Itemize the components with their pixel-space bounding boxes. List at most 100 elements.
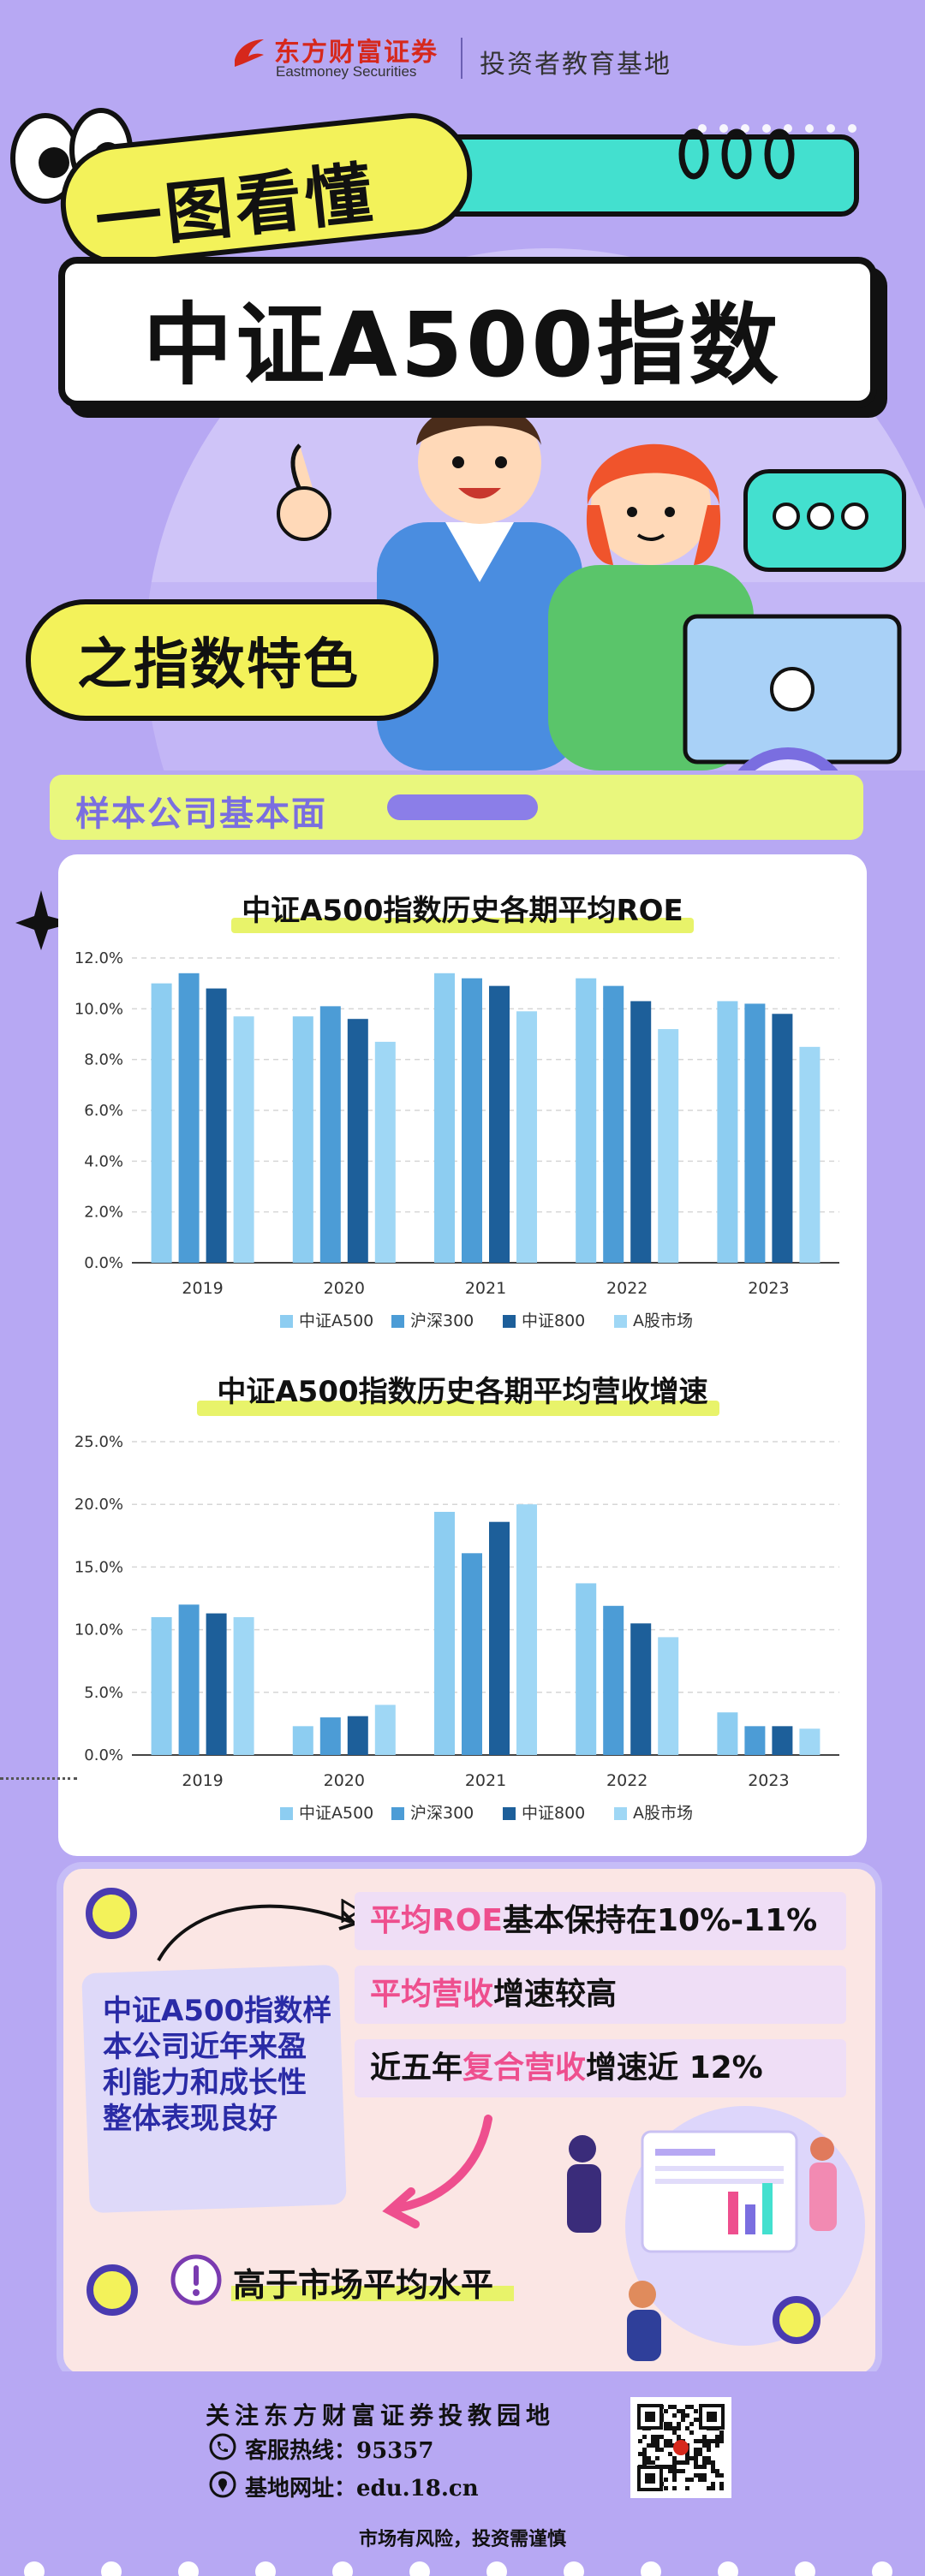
summary-point-roe-highlight: 平均ROE: [370, 1903, 503, 1938]
bar: [658, 1029, 679, 1263]
bar: [516, 1011, 537, 1263]
bar: [516, 1504, 537, 1755]
alert-icon: [170, 2254, 222, 2305]
location-icon: [209, 2471, 236, 2498]
brand-divider: [461, 38, 462, 79]
dashboard-team-illustration: [567, 2106, 865, 2361]
x-tick-label: 2019: [182, 1279, 223, 1298]
x-tick-label: 2019: [182, 1771, 223, 1790]
bar: [489, 985, 510, 1263]
summary-point-cagr-highlight: 复合营收: [462, 2050, 587, 2085]
legend-swatch: [391, 1315, 404, 1328]
x-tick-label: 2022: [606, 1771, 648, 1790]
bar: [374, 1704, 396, 1755]
hero-title: 中证A500指数: [143, 293, 782, 397]
laptop-illustration: [683, 614, 902, 764]
bar: [630, 1001, 652, 1263]
bar: [576, 978, 597, 1263]
legend-swatch: [503, 1315, 516, 1328]
footer-hotline: 客服热线：95357: [245, 2438, 434, 2464]
bar: [717, 1001, 738, 1263]
bar: [576, 1583, 597, 1755]
bar: [799, 1046, 821, 1263]
feature-bubble: [26, 599, 439, 721]
bar: [603, 1605, 624, 1755]
footer: [0, 2371, 925, 2576]
summary-point-roe: 平均ROE基本保持在10%-11%: [355, 1892, 846, 1950]
bar: [658, 1637, 679, 1755]
legend-swatch: [614, 1807, 627, 1820]
hero-title-box: [58, 257, 877, 408]
bar: [151, 1616, 172, 1755]
bar: [178, 973, 200, 1263]
footer-website: 基地网址：edu.18.cn: [245, 2476, 479, 2502]
bar: [347, 1019, 368, 1263]
arrow-icon: [157, 1904, 358, 1961]
x-tick-label: 2021: [465, 1279, 506, 1298]
legend-swatch: [614, 1315, 627, 1328]
y-tick-label: 20.0%: [75, 1496, 123, 1514]
conclusion-highlight: [231, 2286, 514, 2301]
summary-point-cagr-pre: 近五年: [370, 2050, 463, 2085]
y-tick-label: 0.0%: [84, 1746, 123, 1764]
y-tick-label: 2.0%: [84, 1204, 123, 1222]
bar: [347, 1716, 368, 1755]
play-arrow-icon: [341, 1899, 361, 1923]
bar: [462, 1553, 482, 1755]
y-tick-label: 10.0%: [75, 1000, 123, 1018]
roe-bar-chart: 0.0% 2.0% 4.0% 6.0% 8.0% 10.0% 12.0% 2019 2020 20…: [75, 949, 839, 1330]
bar: [772, 1726, 793, 1755]
x-tick-label: 2021: [465, 1771, 506, 1790]
conclusion-text: 高于市场平均水平: [233, 2266, 494, 2304]
bar: [319, 1717, 341, 1755]
bar: [319, 1006, 341, 1263]
brand-name-en: Eastmoney Securities: [276, 63, 417, 80]
phone-icon: [209, 2433, 236, 2460]
revenue-growth-bar-chart: 0.0% 5.0% 10.0% 15.0% 20.0% 25.0% 2019 2020 2021…: [75, 1433, 839, 1823]
legend-label: A股市场: [633, 1312, 693, 1330]
y-tick-label: 5.0%: [84, 1684, 123, 1702]
brand-subtitle: 投资者教育基地: [480, 50, 671, 80]
y-tick-label: 4.0%: [84, 1152, 123, 1170]
bar: [151, 983, 172, 1263]
legend-swatch: [391, 1807, 404, 1820]
chart2-title-highlight: [197, 1401, 719, 1416]
chart1-title: 中证A500指数历史各期平均ROE: [242, 894, 683, 928]
legend-label: A股市场: [633, 1804, 693, 1823]
legend-label: 沪深300: [410, 1312, 474, 1330]
bar: [744, 1726, 766, 1755]
chat-bubble-icon: [743, 469, 906, 572]
legend-swatch: [503, 1807, 516, 1820]
boy-figure: [277, 401, 582, 770]
bar: [233, 1616, 254, 1755]
x-tick-label: 2023: [748, 1771, 789, 1790]
bar: [462, 978, 482, 1263]
bar: [206, 1613, 227, 1755]
legend-label: 中证800: [522, 1804, 585, 1823]
dotted-divider: [0, 1777, 77, 1780]
footer-dots: [24, 2561, 892, 2576]
bar: [744, 1003, 766, 1263]
circle-decor-icon-2: [87, 2264, 138, 2316]
qr-code-icon[interactable]: [630, 2397, 731, 2498]
bar: [374, 1041, 396, 1263]
circle-decor-icon: [86, 1888, 137, 1939]
legend-label: 中证800: [522, 1312, 585, 1330]
y-tick-label: 6.0%: [84, 1102, 123, 1120]
x-tick-label: 2023: [748, 1279, 789, 1298]
pink-arrow-icon: [382, 2115, 492, 2228]
eastmoney-logo-icon: [235, 39, 264, 67]
legend-swatch: [280, 1807, 293, 1820]
bar: [772, 1014, 793, 1263]
feature-label: 之指数特色: [77, 634, 360, 697]
bar: [178, 1604, 200, 1755]
bar: [206, 988, 227, 1263]
chart1-title-highlight: [231, 918, 694, 933]
bar: [630, 1623, 652, 1755]
bar: [799, 1728, 821, 1755]
section-pill: [387, 794, 538, 820]
summary-point-cagr: 近五年复合营收增速近 12%: [355, 2039, 846, 2097]
y-tick-label: 12.0%: [75, 949, 123, 967]
x-tick-label: 2022: [606, 1279, 648, 1298]
y-tick-label: 8.0%: [84, 1051, 123, 1069]
